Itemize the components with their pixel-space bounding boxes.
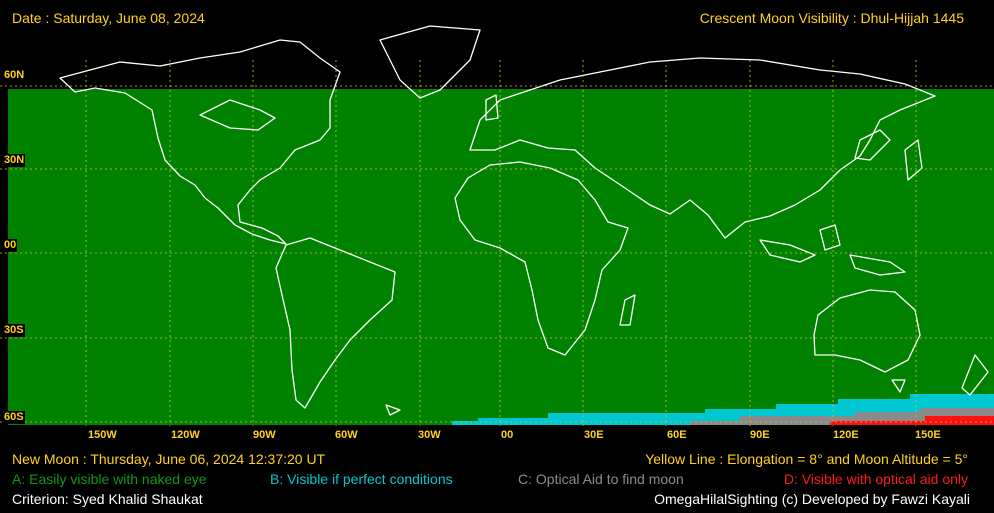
legend-d: D: Visible with optical aid only bbox=[783, 471, 968, 487]
legend-c: C: Optical Aid to find moon bbox=[518, 471, 684, 487]
lon-label-120w: 120W bbox=[170, 429, 201, 442]
zone-lower-layers bbox=[452, 394, 994, 425]
zone-d-region bbox=[830, 416, 994, 425]
lat-label-00: 00 bbox=[3, 239, 18, 252]
lon-label-120e: 120E bbox=[832, 429, 860, 442]
map-title: Crescent Moon Visibility : Dhul-Hijjah 1… bbox=[699, 10, 964, 26]
lon-label-30w: 30W bbox=[417, 429, 442, 442]
legend-b: B: Visible if perfect conditions bbox=[270, 471, 453, 487]
credit-label: OmegaHilalSighting (c) Developed by Fawz… bbox=[654, 491, 970, 507]
legend-a: A: Easily visible with naked eye bbox=[12, 471, 207, 487]
lat-label-60s: 60S bbox=[3, 411, 25, 424]
lon-label-30e: 30E bbox=[583, 429, 605, 442]
yellow-line-note: Yellow Line : Elongation = 8° and Moon A… bbox=[645, 451, 968, 467]
lat-label-60n: 60N bbox=[3, 69, 26, 82]
lat-label-30n: 30N bbox=[3, 154, 26, 167]
zone-c-region bbox=[690, 408, 994, 425]
new-moon-label: New Moon : Thursday, June 06, 2024 12:37… bbox=[12, 451, 326, 467]
lat-label-30s: 30S bbox=[3, 324, 25, 337]
date-label: Date : Saturday, June 08, 2024 bbox=[12, 10, 205, 26]
lon-label-60w: 60W bbox=[334, 429, 359, 442]
graticule bbox=[0, 60, 994, 426]
coastlines bbox=[59, 25, 989, 416]
lon-label-90e: 90E bbox=[749, 429, 771, 442]
lon-label-00: 00 bbox=[500, 429, 515, 442]
lon-label-150w: 150W bbox=[87, 429, 118, 442]
zone-a-region bbox=[8, 89, 994, 425]
lon-label-60e: 60E bbox=[666, 429, 688, 442]
lon-label-150e: 150E bbox=[914, 429, 942, 442]
lon-label-90w: 90W bbox=[252, 429, 277, 442]
criterion-label: Criterion: Syed Khalid Shaukat bbox=[12, 491, 203, 507]
